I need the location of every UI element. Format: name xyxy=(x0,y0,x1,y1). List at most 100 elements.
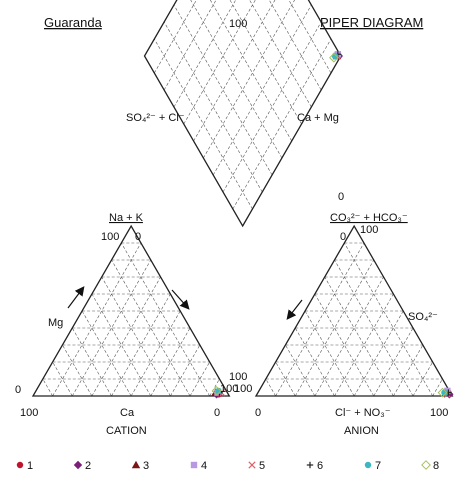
cation-point-sample-8 xyxy=(211,385,222,396)
cation-left-0-tick: 0 xyxy=(15,384,21,396)
cation-triangle-grid-line xyxy=(62,344,93,397)
diamond-grid-line xyxy=(288,0,332,74)
diamond-right-axis-label: Ca + Mg xyxy=(297,112,339,124)
cation-bottom-right-0-tick: 0 xyxy=(214,407,220,419)
anion-bottom-left-0-tick: 0 xyxy=(255,407,261,419)
cation-bottom-axis-label: Ca xyxy=(120,407,135,419)
cation-point-sample-7 xyxy=(215,387,222,395)
legend-label-3: 3 xyxy=(143,460,149,472)
cation-triangle-grid-line xyxy=(189,361,210,397)
anion-triangle-grid-line xyxy=(324,276,394,397)
legend: 1 2 3 4 5 6 7 8 xyxy=(16,460,439,472)
cation-triangle-grid-line xyxy=(72,327,112,397)
anion-triangle-grid-line xyxy=(344,242,433,397)
cation-triangle-grid-line xyxy=(91,276,161,397)
legend-marker-5 xyxy=(248,461,256,469)
anion-triangle-grid-line xyxy=(265,378,276,397)
cation-arrow-ca xyxy=(171,289,190,310)
legend-label-6: 6 xyxy=(317,460,323,472)
anion-bottom-right-100-tick: 100 xyxy=(430,407,448,419)
legend-marker-8 xyxy=(421,460,431,470)
sample-points xyxy=(211,51,454,399)
anion-triangle-grid-line xyxy=(285,344,316,397)
cation-triangle-grid-line xyxy=(130,310,181,397)
cation-left-axis-label: Mg xyxy=(48,317,63,329)
anion-top-axis-label: CO₃²⁻ + HCO₃⁻ xyxy=(330,212,408,224)
legend-label-2: 2 xyxy=(85,460,91,472)
anion-triangle-grid-line xyxy=(334,259,414,397)
diamond-grid-line xyxy=(173,0,237,108)
legend-label-4: 4 xyxy=(201,460,207,472)
anion-triangle-grid-line xyxy=(314,276,384,397)
diamond-point-sample-8 xyxy=(329,52,339,63)
legend-label-5: 5 xyxy=(259,460,265,472)
anion-top-0-tick: 0 xyxy=(340,231,346,243)
diamond-frame xyxy=(143,0,342,228)
anion-triangle-grid-line xyxy=(373,327,414,397)
cation-triangle-grid-line xyxy=(111,259,191,397)
diagram-title: PIPER DIAGRAM xyxy=(320,15,423,30)
anion-triangle-grid-line xyxy=(295,327,335,397)
diamond-grid-line xyxy=(209,0,292,142)
anion-triangle-grid-line xyxy=(432,378,443,397)
diamond-grid-line xyxy=(229,0,302,125)
diamond-grid-line xyxy=(249,0,312,108)
diamond-grid-line xyxy=(163,21,263,193)
anion-point-sample-8 xyxy=(437,387,448,398)
cation-triangle-frame xyxy=(31,224,231,397)
anion-triangle-grid-line xyxy=(393,344,424,397)
anion-arrow-cl xyxy=(286,299,303,320)
cation-triangle-grid-line xyxy=(42,378,53,397)
legend-marker-2 xyxy=(73,460,83,470)
anion-triangle-grid-line xyxy=(304,310,355,397)
cation-triangle-grid-line xyxy=(101,276,171,397)
cation-triangle-grid-line xyxy=(121,242,210,397)
diamond-grid-line xyxy=(154,38,253,210)
anion-point-sample-4 xyxy=(444,387,451,395)
anion-triangle-frame xyxy=(254,224,454,397)
cation-triangle-grid-line xyxy=(72,259,152,397)
cation-name: CATION xyxy=(106,425,147,437)
anion-left-100-tick: 100 xyxy=(234,383,252,395)
legend-marker-5-stroke xyxy=(248,461,256,469)
diamond-grid-line xyxy=(268,0,322,91)
diamond-grid-line xyxy=(222,21,322,193)
legend-marker-6 xyxy=(306,461,314,469)
diamond-bottom-tick: 100 xyxy=(229,371,247,383)
legend-label-8: 8 xyxy=(433,460,439,472)
diamond-grid-line xyxy=(232,38,332,210)
anion-triangle-grid-line xyxy=(412,361,433,397)
legend-label-7: 7 xyxy=(375,460,381,472)
diamond-grid-line xyxy=(203,0,295,159)
anion-point-sample-7 xyxy=(441,389,448,396)
legend-marker-3 xyxy=(131,460,141,469)
cation-bottom-100-tick: 100 xyxy=(220,383,238,395)
cation-triangle-grid-line xyxy=(150,327,191,397)
legend-marker-4 xyxy=(190,461,198,469)
anion-name: ANION xyxy=(344,425,379,437)
diamond-grid-line xyxy=(163,0,217,91)
diamond-grid-line xyxy=(193,0,276,142)
cation-triangle-grid-line xyxy=(170,344,201,397)
diamond-grid-line xyxy=(173,4,273,176)
frame-layer xyxy=(31,0,454,397)
cation-top-100-tick: 100 xyxy=(101,231,119,243)
diamond-top-tick: 100 xyxy=(229,18,247,30)
cation-triangle-grid-line xyxy=(52,361,73,397)
grid-layer xyxy=(42,0,443,397)
cation-triangle-grid-line xyxy=(81,310,132,397)
cation-top-axis-label: Na + K xyxy=(109,212,144,224)
cation-top-0-tick: 0 xyxy=(135,231,141,243)
cation-arrow-mg xyxy=(67,286,85,309)
anion-triangle-grid-line xyxy=(353,310,404,397)
diamond-grid-line xyxy=(212,4,312,176)
cation-triangle-grid-line xyxy=(52,242,142,397)
legend-marker-1 xyxy=(16,461,24,469)
anion-triangle-grid-line xyxy=(275,242,365,397)
diamond-grid-line xyxy=(154,0,197,74)
diamond-grid-line xyxy=(190,0,283,159)
anion-top-100-tick: 100 xyxy=(360,224,378,236)
diamond-grid-line xyxy=(183,0,256,125)
legend-label-1: 1 xyxy=(27,460,33,472)
